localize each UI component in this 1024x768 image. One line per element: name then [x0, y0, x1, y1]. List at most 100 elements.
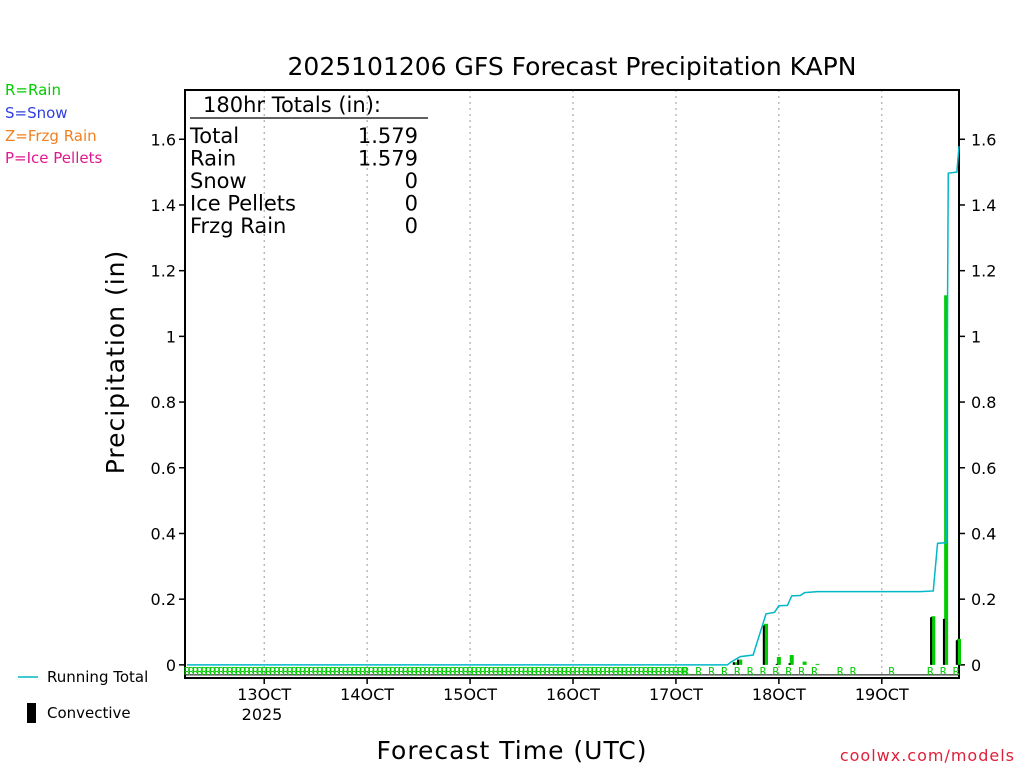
- ptype-marker: R: [721, 665, 728, 678]
- ptype-marker: R: [282, 665, 289, 678]
- ptype-marker: R: [557, 665, 564, 678]
- running-total-line: [187, 146, 960, 666]
- precip-bar: [776, 656, 781, 665]
- ptype-marker: R: [390, 665, 397, 678]
- ptype-marker: R: [188, 665, 195, 678]
- ptype-marker: R: [837, 665, 844, 678]
- ptype-marker: R: [252, 665, 259, 678]
- ptype-marker: R: [595, 665, 602, 678]
- y-tick-label: 1.4: [151, 196, 176, 215]
- ptype-marker: R: [424, 665, 431, 678]
- precip-type-markers: RRRRRRRRRRRRRRRRRRRRRRRRRRRRRRRRRRRRRRRR…: [184, 665, 960, 678]
- y-tick-label: 0.4: [151, 524, 176, 543]
- ptype-marker: R: [621, 665, 628, 678]
- ptype-marker: R: [441, 665, 448, 678]
- ptype-marker: R: [197, 665, 204, 678]
- ptype-marker: R: [625, 665, 632, 678]
- ptype-marker: R: [437, 665, 444, 678]
- ptype-marker: R: [673, 665, 680, 678]
- y-tick-label-right: 0.8: [971, 393, 996, 412]
- ptype-marker: R: [510, 665, 517, 678]
- ptype-marker: R: [231, 665, 238, 678]
- precip-bar: [931, 616, 936, 665]
- ptype-marker: R: [308, 665, 315, 678]
- ptype-marker: R: [201, 665, 208, 678]
- ptype-marker: R: [660, 665, 667, 678]
- ptype-marker: R: [643, 665, 650, 678]
- ptype-marker: R: [321, 665, 328, 678]
- y-tick-label-right: 1: [971, 327, 981, 346]
- ptype-marker: R: [235, 665, 242, 678]
- ptype-marker: R: [708, 665, 715, 678]
- convective-bar: [737, 659, 740, 665]
- ptype-marker: R: [785, 665, 792, 678]
- ptype-marker: R: [570, 665, 577, 678]
- y-tick-label: 0.8: [151, 393, 176, 412]
- totals-label: Snow: [190, 169, 247, 193]
- ptype-marker: R: [402, 665, 409, 678]
- ptype-marker: R: [760, 665, 767, 678]
- ptype-marker: R: [377, 665, 384, 678]
- ptype-marker: R: [578, 665, 585, 678]
- y-tick-label-right: 1.6: [971, 130, 996, 149]
- ptype-marker: R: [798, 665, 805, 678]
- x-tick-label: 15OCT: [443, 685, 497, 704]
- y-tick-label: 1.6: [151, 130, 176, 149]
- ptype-marker: R: [604, 665, 611, 678]
- ptype-marker: R: [244, 665, 251, 678]
- legend-convective-swatch: [27, 703, 36, 723]
- totals-value: 0: [405, 169, 418, 193]
- precip-bar: [733, 662, 738, 665]
- ptype-marker: R: [317, 665, 324, 678]
- ptype-marker: R: [372, 665, 379, 678]
- convective-bar: [732, 662, 735, 665]
- precip-bar: [738, 659, 743, 665]
- y-axis-label: Precipitation (in): [101, 250, 130, 475]
- ptype-marker: R: [304, 665, 311, 678]
- ptype-marker: R: [634, 665, 641, 678]
- convective-bar: [788, 663, 791, 665]
- ptype-marker: R: [312, 665, 319, 678]
- totals-value: 0: [405, 214, 418, 238]
- ptype-marker: R: [540, 665, 547, 678]
- ptype-marker: R: [608, 665, 615, 678]
- precip-bar: [789, 655, 794, 665]
- legend-rain: R=Rain: [5, 81, 61, 99]
- ptype-marker: R: [265, 665, 272, 678]
- year-label: 2025: [242, 705, 283, 724]
- totals-label: Frzg Rain: [190, 214, 286, 238]
- ptype-marker: R: [467, 665, 474, 678]
- ptype-marker: R: [420, 665, 427, 678]
- totals-label: Ice Pellets: [190, 192, 296, 216]
- ptype-marker: R: [227, 665, 234, 678]
- chart-title: 2025101206 GFS Forecast Precipitation KA…: [288, 52, 857, 81]
- ptype-marker: R: [587, 665, 594, 678]
- ptype-marker: R: [407, 665, 414, 678]
- convective-bar: [942, 618, 945, 665]
- legend-frzg-rain: Z=Frzg Rain: [5, 127, 97, 145]
- ptype-marker: R: [484, 665, 491, 678]
- ptype-marker: R: [428, 665, 435, 678]
- totals-value: 0: [405, 192, 418, 216]
- ptype-marker: R: [334, 665, 341, 678]
- ptype-marker: R: [523, 665, 530, 678]
- ptype-marker: R: [209, 665, 216, 678]
- convective-bar: [955, 640, 958, 665]
- legend-convective: Convective: [47, 704, 131, 722]
- totals-label: Total: [189, 124, 239, 148]
- ptype-marker: R: [325, 665, 332, 678]
- ptype-marker: R: [338, 665, 345, 678]
- x-tick-label: 14OCT: [340, 685, 394, 704]
- ptype-marker: R: [940, 665, 947, 678]
- credit-text: coolwx.com/models: [840, 746, 1015, 765]
- ptype-marker: R: [651, 665, 658, 678]
- ptype-marker: R: [527, 665, 534, 678]
- ptype-marker: R: [850, 665, 857, 678]
- ptype-marker: R: [269, 665, 276, 678]
- precip-bar: [957, 638, 961, 665]
- ptype-marker: R: [330, 665, 337, 678]
- ptype-marker: R: [471, 665, 478, 678]
- ptype-marker: R: [668, 665, 675, 678]
- legend-snow: S=Snow: [5, 104, 68, 122]
